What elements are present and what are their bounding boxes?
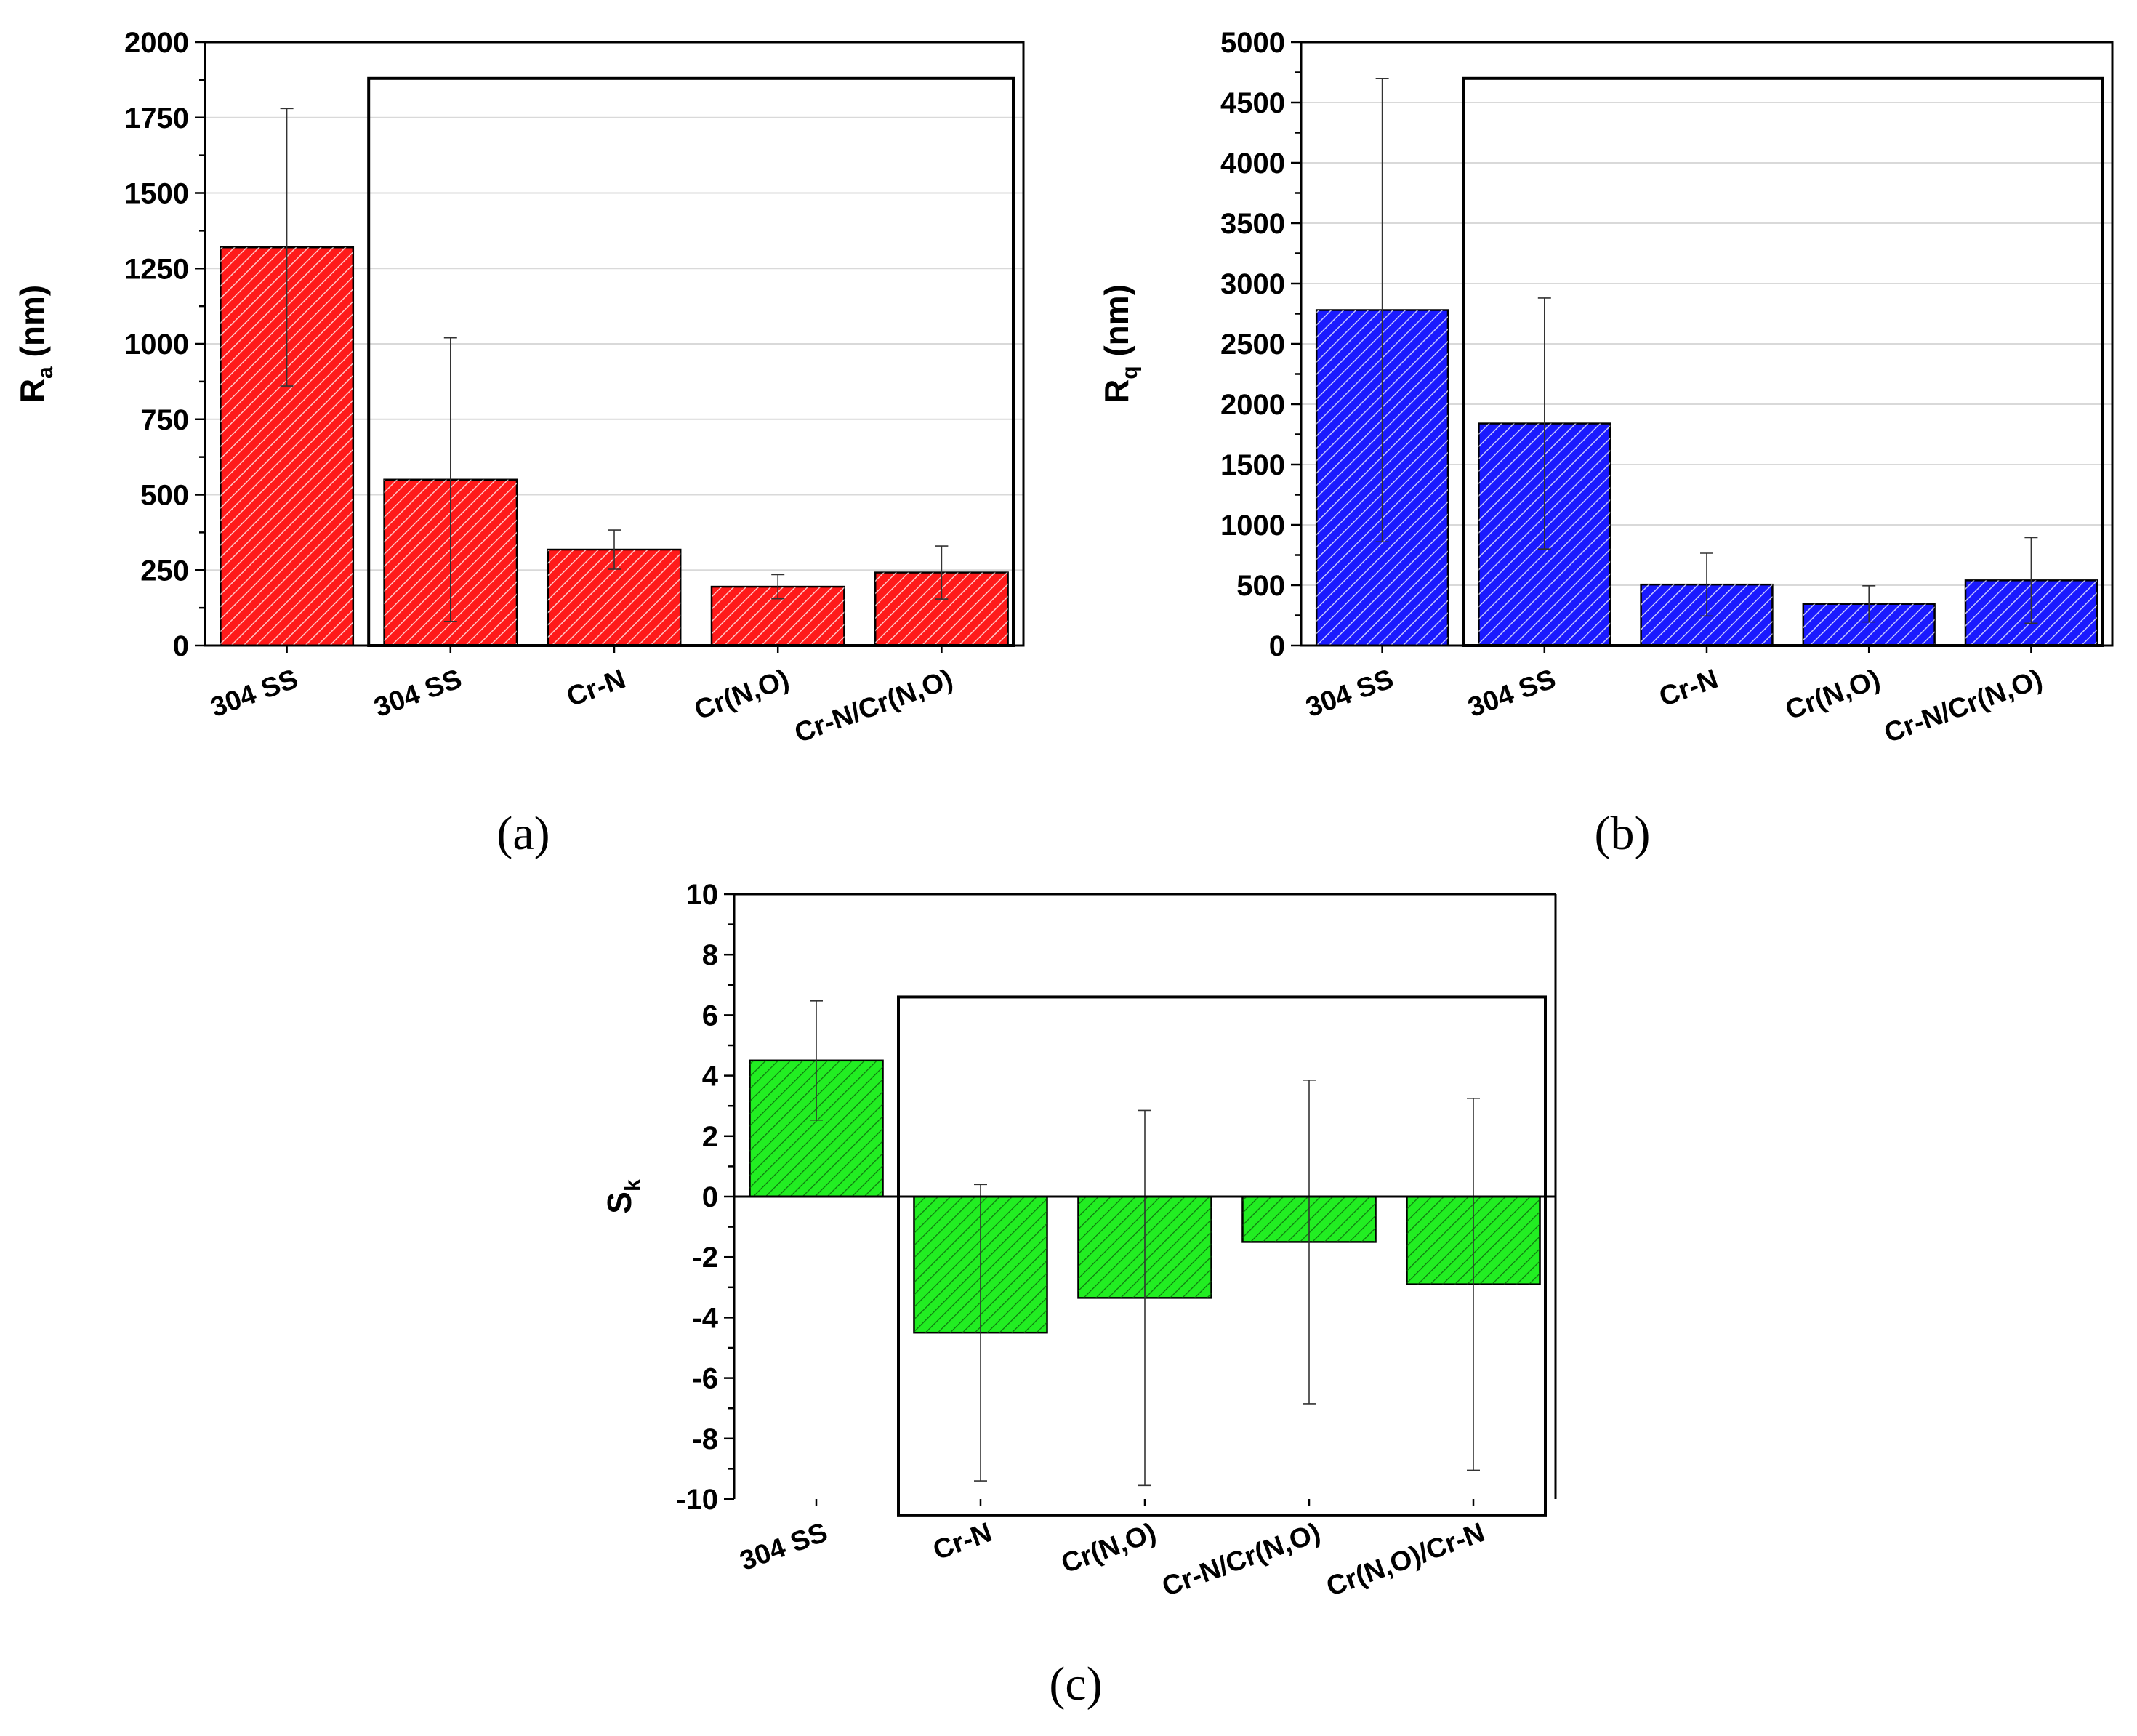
error-bar-b-1 (1537, 297, 1551, 550)
error-bar-b-4 (2024, 537, 2038, 624)
y-axis-title-main-a: R (13, 379, 51, 403)
x-category-label-c-2: Cr(N,O) (1058, 1517, 1160, 1580)
x-category-label-a-2: Cr-N (563, 664, 629, 713)
y-tick-label-b-3: 1500 (1220, 449, 1285, 481)
y-tick-label-c-6: 2 (702, 1121, 718, 1153)
y-tick-label-c-0: -10 (676, 1484, 718, 1516)
y-tick-label-c-10: 10 (686, 879, 719, 911)
y-tick-label-c-8: 6 (702, 1000, 718, 1032)
x-category-label-a-1: 304 SS (370, 664, 466, 723)
y-tick-label-b-6: 3000 (1220, 268, 1285, 300)
y-tick-label-a-6: 1500 (124, 178, 189, 210)
panel-a-label: (a) (496, 807, 550, 860)
y-tick-label-a-2: 500 (140, 480, 189, 512)
error-bar-c-3 (1303, 1080, 1316, 1405)
y-tick-label-a-5: 1250 (124, 253, 189, 285)
panel-a: (a) 0 250 500 750 1000 1250 1500 1750 2000 304 SS… (13, 27, 1025, 860)
y-tick-label-a-3: 750 (140, 404, 189, 436)
x-category-label-a-0: 304 SS (206, 664, 302, 723)
y-tick-label-a-7: 1750 (124, 103, 189, 134)
y-tick-label-c-3: -4 (692, 1302, 718, 1334)
y-tick-label-a-1: 250 (140, 555, 189, 587)
y-tick-label-a-8: 2000 (124, 27, 189, 59)
x-category-label-b-1: 304 SS (1464, 664, 1560, 723)
error-bar-b-2 (1700, 552, 1713, 617)
x-category-label-a-4: Cr-N/Cr(N,O) (791, 664, 957, 749)
error-bar-a-2 (608, 529, 621, 570)
y-tick-label-a-4: 1000 (124, 329, 189, 361)
group-box-b (1462, 76, 2104, 648)
y-tick-label-b-8: 4000 (1220, 148, 1285, 180)
y-tick-label-b-1: 500 (1236, 570, 1285, 602)
y-axis-title-unit-a: (nm) (13, 285, 51, 366)
x-category-label-c-1: Cr-N (929, 1517, 996, 1567)
x-category-label-b-2: Cr-N (1655, 664, 1722, 713)
y-tick-label-b-9: 4500 (1220, 87, 1285, 119)
error-bar-c-2 (1138, 1109, 1151, 1487)
y-tick-label-b-2: 1000 (1220, 510, 1285, 542)
y-axis-title-sub-a: a (33, 366, 57, 379)
x-category-label-b-4: Cr-N/Cr(N,O) (1880, 664, 2047, 749)
panel-c-label: (c) (1049, 1657, 1102, 1711)
error-bar-b-0 (1375, 78, 1389, 543)
panel-b-label: (b) (1595, 807, 1651, 860)
y-tick-label-b-10: 5000 (1220, 27, 1285, 59)
y-tick-label-c-4: -2 (692, 1242, 718, 1274)
error-bar-a-0 (280, 108, 294, 387)
group-box-c (897, 995, 1547, 1517)
y-tick-label-c-7: 4 (702, 1061, 719, 1093)
y-axis-title-sub-c: k (621, 1179, 645, 1192)
y-tick-label-a-0: 0 (173, 630, 189, 662)
y-axis-title-a: Ra (nm) (13, 285, 57, 403)
y-axis-title-sub-b: q (1118, 366, 1142, 379)
x-category-label-c-0: 304 SS (736, 1517, 832, 1577)
error-bar-b-3 (1862, 585, 1876, 623)
y-tick-label-c-2: -6 (692, 1363, 718, 1395)
error-bar-c-0 (810, 1000, 823, 1121)
y-tick-label-c-9: 8 (702, 939, 718, 971)
x-category-label-a-3: Cr(N,O) (691, 664, 793, 726)
y-axis-title-unit-b: (nm) (1098, 284, 1135, 366)
y-axis-title-c: Sk (600, 1179, 645, 1214)
y-tick-label-b-7: 3500 (1220, 208, 1285, 240)
error-bar-c-4 (1467, 1098, 1480, 1471)
error-bar-a-1 (443, 337, 457, 622)
x-category-label-b-3: Cr(N,O) (1782, 664, 1884, 726)
y-axis-title-main-b: R (1098, 379, 1135, 403)
y-tick-label-c-1: -8 (692, 1423, 718, 1455)
error-bar-a-4 (935, 545, 949, 600)
group-box-a (367, 76, 1015, 648)
error-bar-a-3 (771, 574, 785, 600)
y-axis-title-b: Rq (nm) (1098, 284, 1142, 403)
y-tick-label-c-5: 0 (702, 1181, 718, 1213)
x-category-label-c-3: Cr-N/Cr(N,O) (1158, 1517, 1324, 1602)
y-tick-label-b-4: 2000 (1220, 389, 1285, 421)
y-tick-label-b-0: 0 (1269, 630, 1285, 662)
y-axis-title-main-c: S (600, 1192, 638, 1214)
error-bar-c-1 (974, 1184, 987, 1482)
panel-b: (b) 0 500 1000 1500 2000 2500 3000 3500 4000 4500… (1098, 27, 2114, 860)
x-category-label-c-4: Cr(N,O)/Cr-N (1322, 1517, 1489, 1602)
y-tick-label-b-5: 2500 (1220, 329, 1285, 361)
x-category-label-b-0: 304 SS (1302, 664, 1398, 723)
